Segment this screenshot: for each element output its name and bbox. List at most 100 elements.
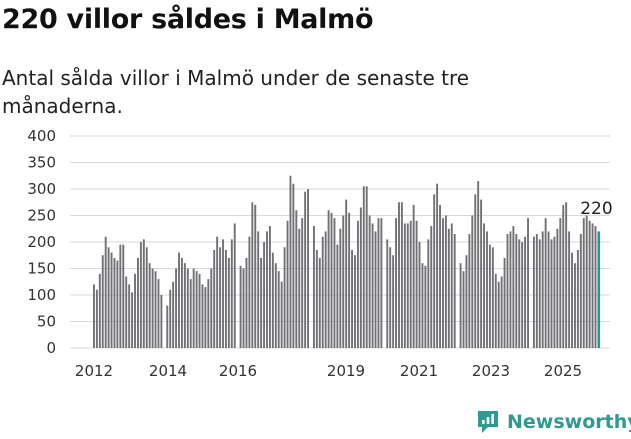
bar bbox=[266, 231, 268, 348]
newsworthy-logo-icon bbox=[478, 411, 498, 433]
bar bbox=[535, 234, 538, 348]
bar bbox=[213, 249, 216, 348]
bar bbox=[591, 223, 594, 348]
bar bbox=[483, 223, 485, 348]
bar bbox=[371, 223, 374, 348]
bar bbox=[330, 212, 333, 348]
bar bbox=[101, 255, 104, 348]
y-tick-label: 150 bbox=[27, 260, 56, 278]
bar bbox=[307, 189, 310, 348]
bar bbox=[550, 239, 553, 348]
bar bbox=[263, 242, 266, 348]
bar bbox=[398, 202, 400, 348]
bar bbox=[509, 231, 512, 348]
bar bbox=[392, 255, 395, 348]
bar bbox=[107, 247, 110, 348]
bar bbox=[201, 284, 204, 348]
bar bbox=[368, 215, 371, 348]
x-tick-label: 2025 bbox=[544, 362, 582, 380]
bar bbox=[95, 289, 98, 348]
bar bbox=[553, 236, 556, 348]
bar bbox=[186, 268, 189, 348]
bar bbox=[527, 218, 529, 348]
bar bbox=[154, 271, 157, 348]
bar bbox=[260, 257, 263, 348]
bar bbox=[547, 231, 550, 348]
bar bbox=[110, 252, 113, 348]
bar bbox=[374, 231, 377, 348]
bar bbox=[582, 218, 585, 348]
bar bbox=[321, 236, 324, 348]
bar bbox=[254, 204, 257, 348]
bar bbox=[248, 236, 251, 348]
bar bbox=[377, 218, 380, 348]
x-tick-label: 2014 bbox=[149, 362, 187, 380]
bar bbox=[380, 218, 383, 348]
bar bbox=[421, 263, 424, 348]
bar bbox=[172, 281, 175, 348]
bar bbox=[301, 218, 304, 348]
bar bbox=[104, 236, 107, 348]
bar bbox=[242, 268, 245, 348]
bar bbox=[245, 257, 248, 348]
bar bbox=[93, 284, 95, 348]
latest-value-label: 220 bbox=[580, 199, 612, 219]
bar bbox=[98, 273, 101, 348]
bar bbox=[486, 231, 488, 348]
bar bbox=[439, 204, 441, 348]
bar bbox=[562, 204, 565, 348]
bar bbox=[210, 268, 213, 348]
bar bbox=[183, 263, 186, 348]
bar bbox=[588, 220, 591, 348]
bar bbox=[151, 268, 154, 348]
bar bbox=[453, 234, 456, 348]
bar bbox=[227, 257, 230, 348]
bar bbox=[521, 242, 524, 348]
bar bbox=[134, 273, 136, 348]
bar bbox=[359, 207, 362, 348]
bar bbox=[348, 212, 351, 348]
bar bbox=[579, 234, 582, 348]
bar bbox=[277, 271, 280, 348]
bar bbox=[412, 204, 415, 348]
bar bbox=[430, 226, 433, 348]
bar bbox=[491, 247, 494, 348]
bar bbox=[304, 191, 307, 348]
bar bbox=[576, 249, 579, 348]
bar bbox=[524, 236, 527, 348]
bar bbox=[192, 268, 195, 348]
bar bbox=[324, 231, 327, 348]
bar bbox=[471, 215, 474, 348]
bar bbox=[450, 223, 453, 348]
bar bbox=[119, 244, 122, 348]
bar bbox=[494, 273, 497, 348]
bar bbox=[180, 257, 183, 348]
bar bbox=[459, 263, 462, 348]
bar bbox=[503, 257, 506, 348]
bar bbox=[336, 244, 339, 348]
bar bbox=[418, 242, 421, 348]
y-tick-label: 50 bbox=[37, 313, 56, 331]
newsworthy-logo: Newsworthy bbox=[476, 409, 631, 435]
bar bbox=[468, 234, 471, 348]
bar bbox=[406, 223, 409, 348]
bar bbox=[462, 271, 465, 348]
bar bbox=[465, 255, 468, 348]
bar bbox=[442, 218, 444, 348]
bar bbox=[198, 273, 201, 348]
bar bbox=[160, 295, 163, 348]
bar bbox=[233, 223, 236, 348]
y-tick-label: 250 bbox=[27, 207, 56, 225]
bar bbox=[169, 289, 172, 348]
bar bbox=[175, 268, 178, 348]
bar bbox=[447, 228, 450, 348]
bar bbox=[345, 199, 348, 348]
bar bbox=[204, 287, 207, 348]
bar bbox=[403, 223, 406, 348]
bar bbox=[195, 271, 198, 348]
bar bbox=[512, 226, 515, 348]
bar bbox=[251, 202, 254, 348]
bar bbox=[283, 247, 286, 348]
bar bbox=[216, 236, 219, 348]
y-tick-label: 350 bbox=[27, 154, 56, 172]
